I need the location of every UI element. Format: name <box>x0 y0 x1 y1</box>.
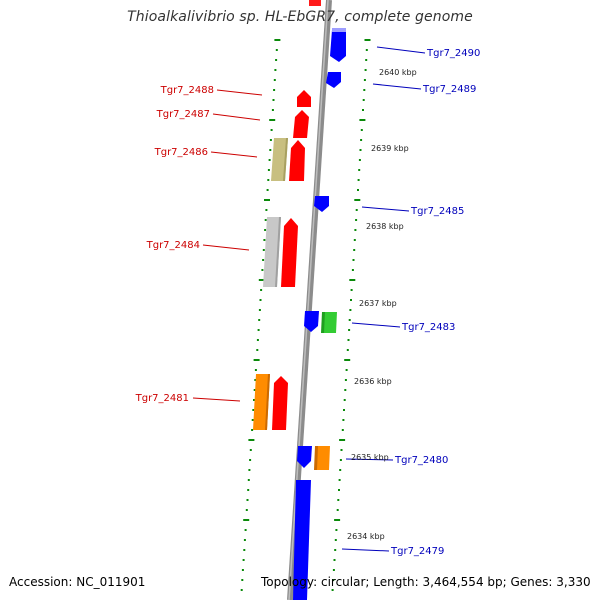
gene-label-tgr7-2481[interactable]: Tgr7_2481 <box>135 393 189 404</box>
gene-feature-tgr7-2490[interactable] <box>330 30 346 62</box>
leader-tgr7-2489 <box>372 83 422 90</box>
gene-feature-orange-2480[interactable] <box>315 446 330 470</box>
leader-tgr7-2490 <box>376 46 426 54</box>
left-gene-labels: Tgr7_2488 Tgr7_2487 Tgr7_2486 Tgr7_2484 … <box>135 85 214 404</box>
gene-feature-tgr7-2484[interactable] <box>281 218 298 287</box>
scale-label-2640: 2640 kbp <box>379 68 417 77</box>
accession-text: Accession: NC_011901 <box>9 575 146 589</box>
gene-label-tgr7-2483[interactable]: Tgr7_2483 <box>401 322 455 333</box>
genome-title: Thioalkalivibrio sp. HL-EbGR7, complete … <box>127 9 473 25</box>
gene-feature-green-2483[interactable] <box>322 312 337 333</box>
scale-label-2639: 2639 kbp <box>371 144 409 153</box>
gene-feature-tgr7-2479[interactable] <box>293 480 311 600</box>
gene-feature-green-2483-edge <box>321 312 325 333</box>
leader-tgr7-2479 <box>341 548 390 552</box>
scale-labels: 2640 kbp 2639 kbp 2638 kbp 2637 kbp 2636… <box>347 68 417 541</box>
gene-feature-tgr7-2489[interactable] <box>326 72 341 88</box>
topology-summary: Topology: circular; Length: 3,464,554 bp… <box>261 575 591 589</box>
leader-tgr7-2485 <box>361 206 410 212</box>
leader-tgr7-2486 <box>210 151 258 158</box>
gene-feature-tgr7-2480[interactable] <box>297 446 312 468</box>
gene-feature-tgr7-2487[interactable] <box>293 110 309 138</box>
gene-feature-khaki-2486-edge <box>283 138 288 181</box>
gene-label-tgr7-2487[interactable]: Tgr7_2487 <box>156 109 210 120</box>
gene-label-tgr7-2488[interactable]: Tgr7_2488 <box>160 85 214 96</box>
gene-feature-gray-2484-edge <box>275 217 281 287</box>
scale-label-2634: 2634 kbp <box>347 532 385 541</box>
leader-tgr7-2484 <box>202 244 250 251</box>
gene-label-tgr7-2489[interactable]: Tgr7_2489 <box>422 84 476 95</box>
gene-label-tgr7-2490[interactable]: Tgr7_2490 <box>426 48 480 59</box>
right-gene-labels: Tgr7_2490 Tgr7_2489 Tgr7_2485 Tgr7_2483 … <box>390 48 480 557</box>
gene-label-tgr7-2484[interactable]: Tgr7_2484 <box>146 240 200 251</box>
leader-tgr7-2480 <box>345 458 394 461</box>
scale-label-2637: 2637 kbp <box>359 299 397 308</box>
leader-tgr7-2483 <box>351 322 401 328</box>
left-tick-track <box>240 39 281 591</box>
gene-feature-tgr7-2485[interactable] <box>314 196 329 212</box>
gene-feature-tgr7-2483[interactable] <box>304 311 319 332</box>
gene-feature-tgr7-2488[interactable] <box>297 90 311 107</box>
gene-feature-tgr7-2486[interactable] <box>289 140 305 181</box>
gene-label-tgr7-2480[interactable]: Tgr7_2480 <box>394 455 448 466</box>
gene-feature-tgr7-2490-shade <box>332 28 346 32</box>
scale-label-2635: 2635 kbp <box>351 453 389 462</box>
leader-tgr7-2488 <box>216 89 263 96</box>
scale-label-2636: 2636 kbp <box>354 377 392 386</box>
scale-label-2638: 2638 kbp <box>366 222 404 231</box>
gene-features <box>253 0 346 600</box>
gene-feature-orange-2480-edge <box>314 446 318 470</box>
leader-tgr7-2487 <box>212 113 261 121</box>
leader-tgr7-2481 <box>192 397 241 402</box>
gene-label-tgr7-2479[interactable]: Tgr7_2479 <box>390 546 444 557</box>
label-leader-lines <box>192 46 426 552</box>
gene-feature-tgr7-2481[interactable] <box>272 376 288 430</box>
gene-feature-top-partial[interactable] <box>309 0 321 6</box>
gene-feature-orange-2481-edge <box>265 374 270 430</box>
right-tick-track <box>331 39 371 591</box>
gene-label-tgr7-2485[interactable]: Tgr7_2485 <box>410 206 464 217</box>
gene-label-tgr7-2486[interactable]: Tgr7_2486 <box>154 147 208 158</box>
